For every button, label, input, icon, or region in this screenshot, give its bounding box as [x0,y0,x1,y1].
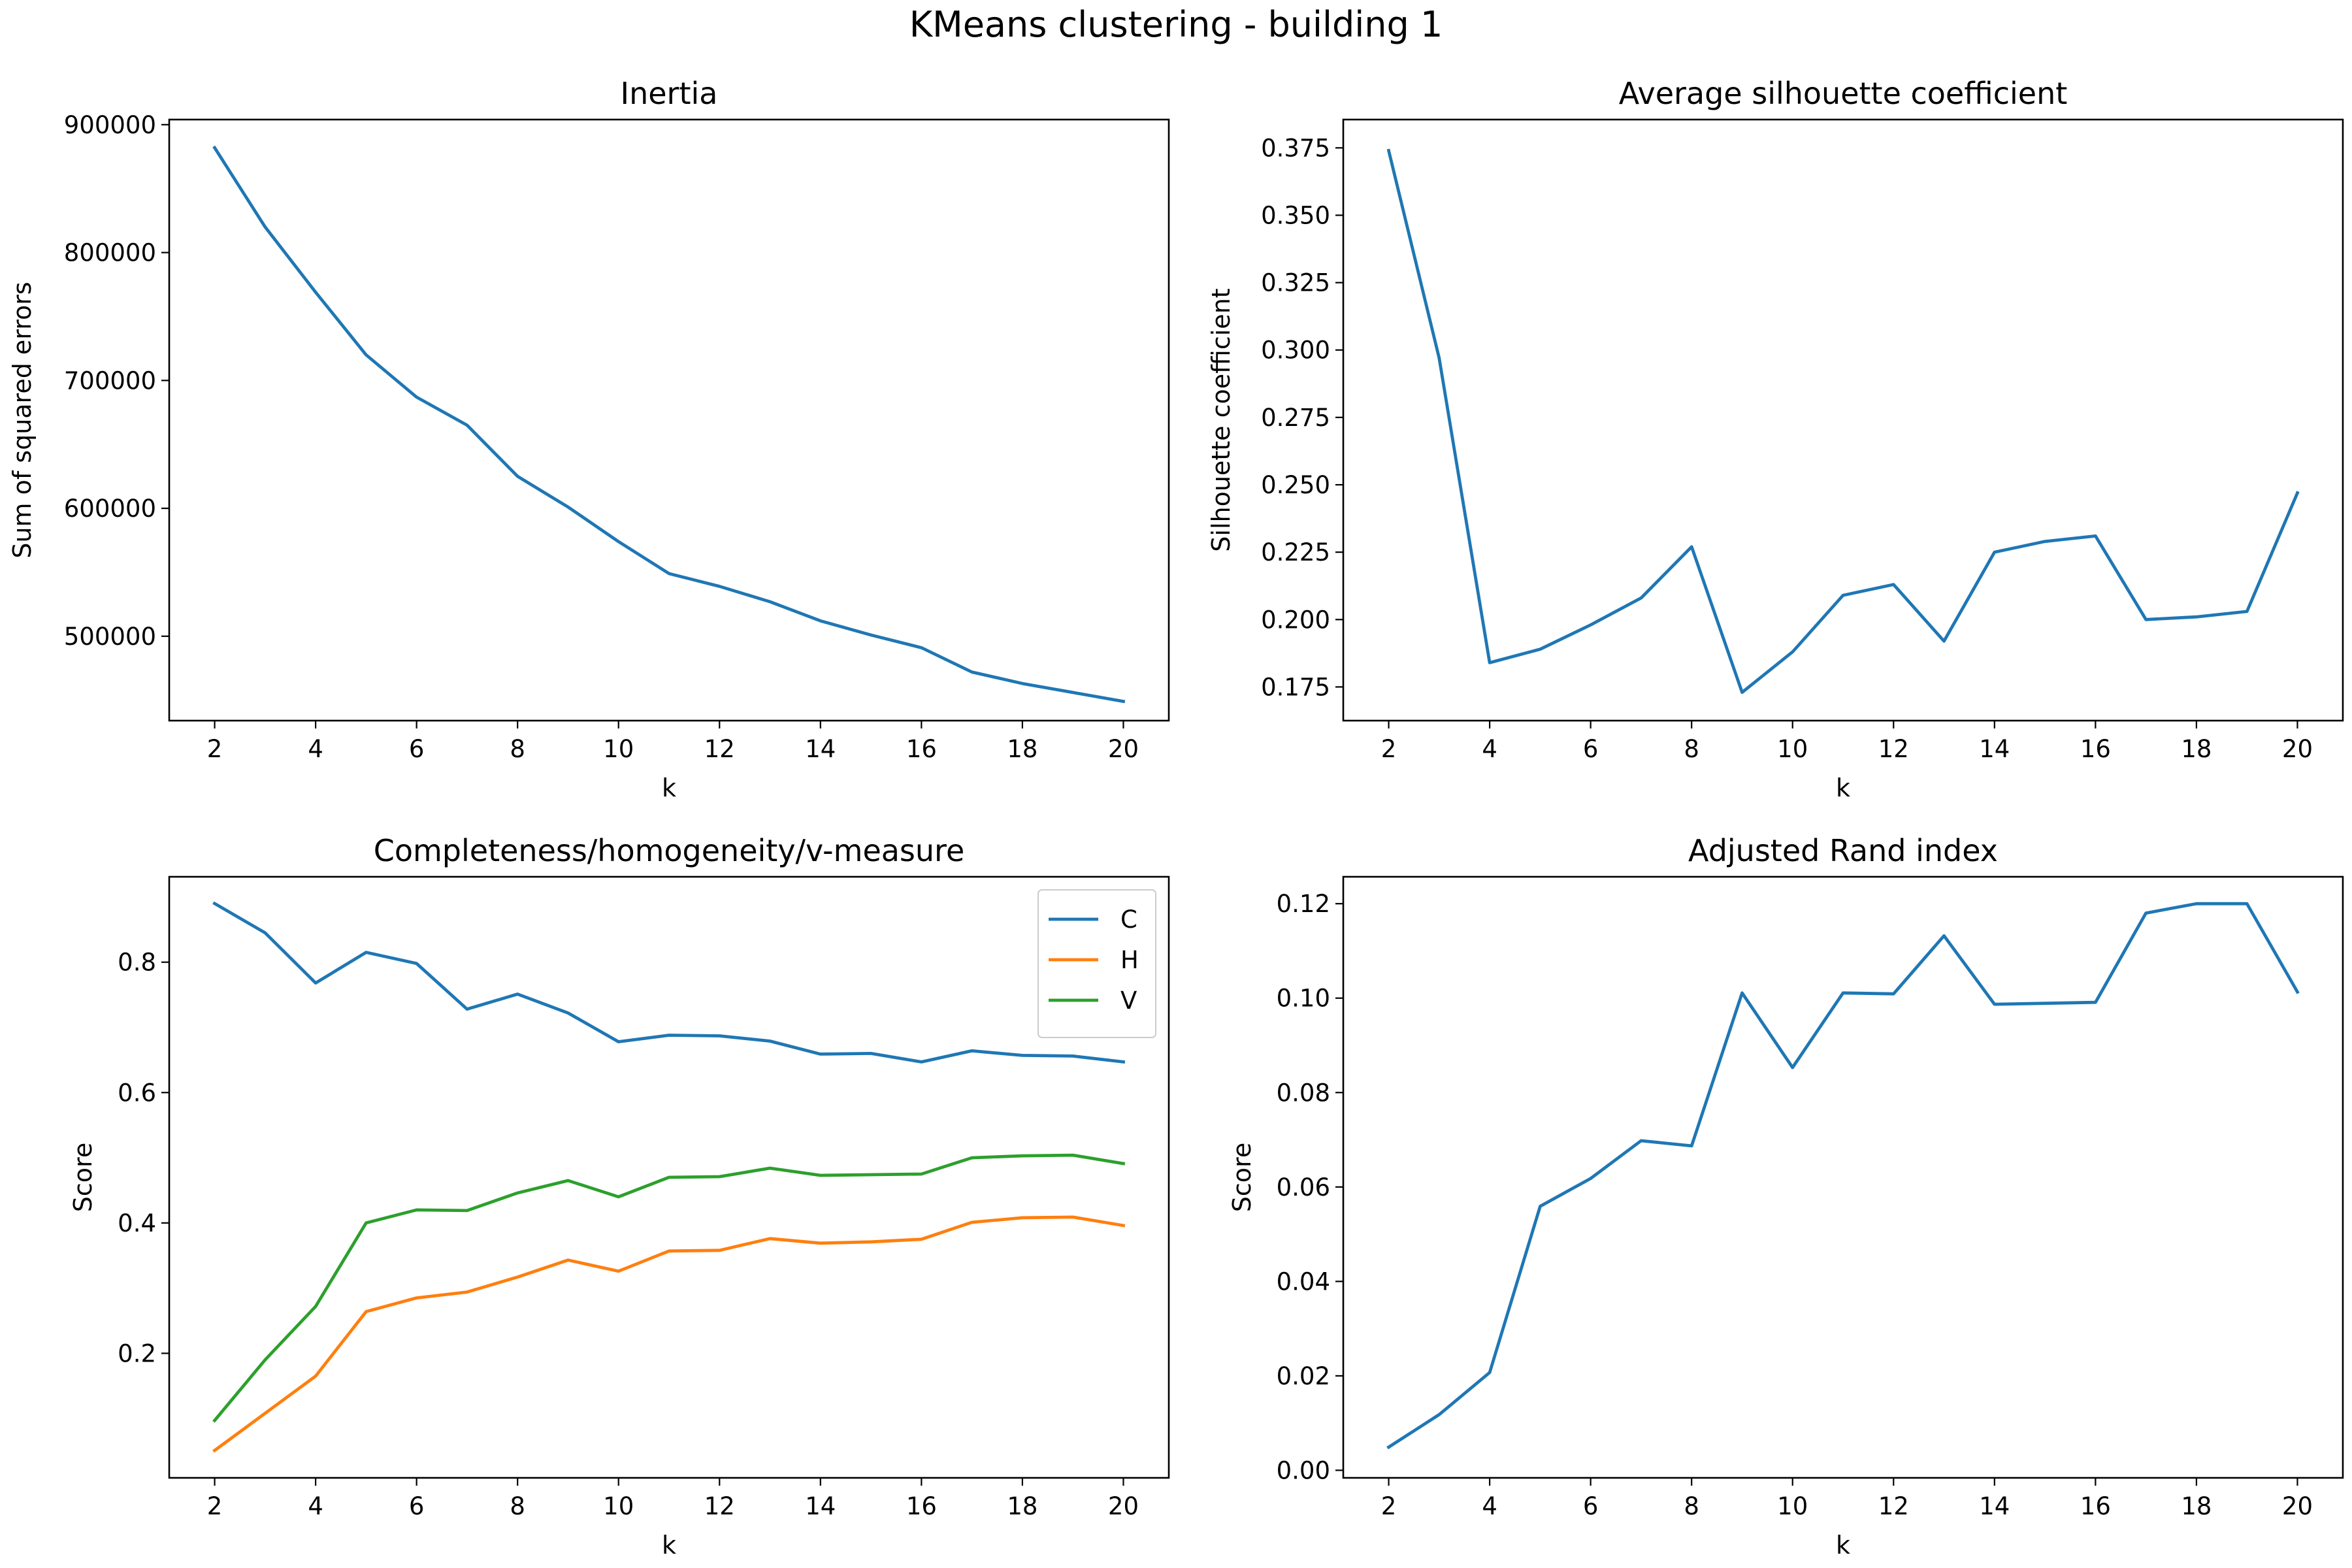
y-tick-label: 0.8 [118,949,156,977]
x-tick-label: 8 [510,1492,525,1520]
y-axis-label: Silhouette coefficient [1207,288,1235,551]
axes-frame [1342,118,2344,722]
x-tick-label: 12 [1878,735,1909,763]
x-tick-label: 16 [906,735,937,763]
y-tick-label: 0.200 [1261,606,1330,634]
x-axis-label: k [1836,1531,1850,1560]
x-tick-label: 2 [207,1492,223,1520]
legend: CHV [1037,889,1156,1038]
x-axis-label: k [1836,774,1850,802]
x-tick-label: 10 [603,735,634,763]
x-tick-label: 12 [704,735,735,763]
x-tick-label: 6 [409,1492,425,1520]
x-tick-label: 6 [409,735,425,763]
y-tick-label: 600000 [64,495,156,523]
y-tick-label: 800000 [64,239,156,267]
x-tick-label: 10 [1777,1492,1808,1520]
x-tick-label: 18 [1007,1492,1037,1520]
y-tick-label: 0.350 [1261,201,1330,229]
x-tick-label: 16 [2080,1492,2111,1520]
legend-label-c: C [1120,906,1137,934]
legend-label-v: V [1120,987,1137,1015]
y-tick-label: 0.325 [1261,269,1330,297]
inertia-panel: 2 4 6 8 10 12 14 16 18 20 500000 600000 700000 800000… [8,76,1170,802]
y-tick-label: 0.275 [1261,404,1330,432]
x-tick-label: 16 [2080,735,2111,763]
figure-title: KMeans clustering - building 1 [909,4,1443,45]
y-tick-label: 0.2 [118,1339,156,1367]
x-tick-label: 6 [1583,1492,1599,1520]
y-tick-label: 0.10 [1277,985,1330,1013]
silhouette-panel: 2 4 6 8 10 12 14 16 18 20 0.175 0.200 0.225 0.250 0.27… [1207,76,2344,802]
x-tick-label: 14 [805,1492,836,1520]
axes-title: Average silhouette coefficient [1619,76,2068,111]
x-tick-label: 14 [805,735,836,763]
x-tick-label: 2 [207,735,223,763]
y-tick-label: 0.08 [1277,1079,1330,1107]
x-tick-label: 2 [1381,735,1397,763]
x-axis-label: k [662,1531,676,1560]
x-tick-label: 4 [308,735,323,763]
x-tick-label: 16 [906,1492,937,1520]
x-tick-label: 10 [1777,735,1808,763]
x-tick-label: 14 [1979,1492,2010,1520]
x-tick-label: 4 [1482,1492,1497,1520]
x-axis-label: k [662,774,676,802]
y-tick-label: 0.300 [1261,336,1330,365]
y-tick-label: 0.12 [1277,890,1330,918]
x-tick-label: 20 [1108,735,1139,763]
x-tick-label: 8 [1684,1492,1699,1520]
legend-label-h: H [1120,946,1139,974]
x-tick-label: 20 [2282,1492,2313,1520]
y-tick-label: 0.04 [1277,1267,1330,1296]
x-tick-label: 20 [1108,1492,1139,1520]
y-tick-label: 700000 [64,367,156,395]
y-tick-label: 900000 [64,111,156,139]
x-tick-label: 12 [704,1492,735,1520]
y-tick-label: 0.06 [1277,1173,1330,1201]
y-axis-label: Score [69,1143,97,1212]
x-tick-label: 10 [603,1492,634,1520]
y-axis-label: Score [1228,1143,1256,1212]
y-tick-label: 0.175 [1261,673,1330,701]
x-tick-label: 18 [2181,735,2212,763]
y-tick-label: 0.4 [118,1209,156,1237]
y-tick-label: 0.250 [1261,471,1330,499]
x-tick-label: 14 [1979,735,2010,763]
x-tick-label: 2 [1381,1492,1397,1520]
axes-frame [168,118,1170,722]
axes-title: Inertia [621,76,718,111]
x-tick-label: 6 [1583,735,1599,763]
axes-frame [1342,875,2344,1479]
y-tick-label: 0.225 [1261,538,1330,566]
x-tick-label: 18 [2181,1492,2212,1520]
adjusted-rand-index-panel: 2 4 6 8 10 12 14 16 18 20 0.00 0.02 0.04 0.06 0.08 0.10… [1228,833,2344,1560]
x-tick-label: 18 [1007,735,1037,763]
x-tick-label: 12 [1878,1492,1909,1520]
axes-frame [168,875,1170,1479]
y-tick-label: 0.6 [118,1079,156,1107]
y-axis-label: Sum of squared errors [8,282,37,558]
x-tick-label: 20 [2282,735,2313,763]
y-tick-label: 0.02 [1277,1362,1330,1390]
x-tick-label: 4 [1482,735,1497,763]
y-tick-label: 500000 [64,623,156,651]
axes-title: Adjusted Rand index [1688,833,1998,868]
x-tick-label: 8 [1684,735,1699,763]
x-tick-label: 4 [308,1492,323,1520]
axes-title: Completeness/homogeneity/v-measure [374,833,965,868]
completeness-homogeneity-vmeasure-panel: 2 4 6 8 10 12 14 16 18 20 0.2 0.4 0.6 0.8 Completeness… [69,833,1170,1560]
x-tick-label: 8 [510,735,525,763]
y-tick-label: 0.375 [1261,134,1330,162]
y-tick-label: 0.00 [1277,1456,1330,1484]
